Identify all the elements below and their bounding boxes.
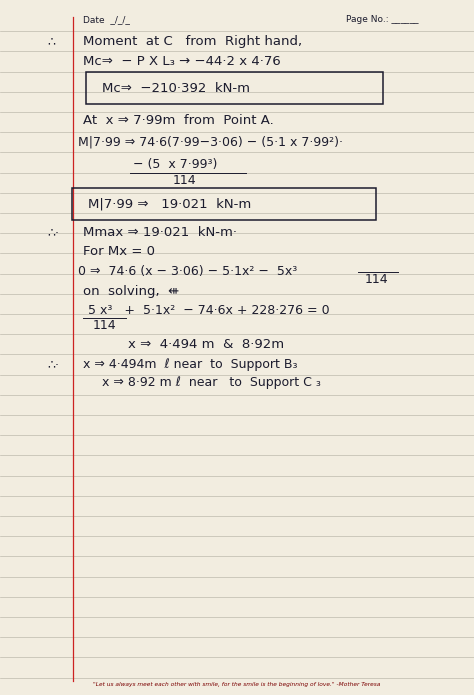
Text: 0 ⇒  74·6 (x − 3·06) − 5·1x² −  5x³: 0 ⇒ 74·6 (x − 3·06) − 5·1x² − 5x³ bbox=[78, 265, 298, 278]
Text: For Mx = 0: For Mx = 0 bbox=[83, 245, 155, 258]
Text: − (5  x 7·99³): − (5 x 7·99³) bbox=[133, 158, 217, 170]
Text: M|7·99 ⇒ 74·6(7·99−3·06) − (5·1 x 7·99²)·: M|7·99 ⇒ 74·6(7·99−3·06) − (5·1 x 7·99²)… bbox=[78, 136, 343, 149]
Text: on  solving,  ⇺: on solving, ⇺ bbox=[83, 285, 179, 297]
Text: Mc⇒  − P X L₃ → −44·2 x 4·76: Mc⇒ − P X L₃ → −44·2 x 4·76 bbox=[83, 55, 281, 67]
Text: ∴·: ∴· bbox=[47, 227, 59, 239]
Text: Mmax ⇒ 19·021  kN-m·: Mmax ⇒ 19·021 kN-m· bbox=[83, 227, 237, 239]
Text: Mc⇒  −210·392  kN-m: Mc⇒ −210·392 kN-m bbox=[102, 82, 250, 95]
Text: 114: 114 bbox=[92, 319, 116, 332]
Text: 114: 114 bbox=[365, 273, 389, 286]
Text: Moment  at C   from  Right hand,: Moment at C from Right hand, bbox=[83, 35, 302, 48]
Text: M|7·99 ⇒   19·021  kN-m: M|7·99 ⇒ 19·021 kN-m bbox=[88, 198, 251, 211]
Text: "Let us always meet each other with smile, for the smile is the beginning of lov: "Let us always meet each other with smil… bbox=[93, 682, 381, 687]
Text: Page No.: ______: Page No.: ______ bbox=[346, 15, 419, 24]
Text: 5 x³   +  5·1x²  − 74·6x + 228·276 = 0: 5 x³ + 5·1x² − 74·6x + 228·276 = 0 bbox=[88, 304, 329, 317]
Text: ∴·: ∴· bbox=[47, 359, 59, 371]
Text: ∴: ∴ bbox=[47, 35, 55, 48]
Text: x ⇒ 8·92 m ℓ  near   to  Support C ₃: x ⇒ 8·92 m ℓ near to Support C ₃ bbox=[102, 376, 321, 389]
Text: Date  _/_/_: Date _/_/_ bbox=[83, 15, 130, 24]
Text: x ⇒ 4·494m  ℓ near  to  Support B₃: x ⇒ 4·494m ℓ near to Support B₃ bbox=[83, 359, 298, 371]
Text: x ⇒  4·494 m  &  8·92m: x ⇒ 4·494 m & 8·92m bbox=[128, 338, 284, 350]
Text: At  x ⇒ 7·99m  from  Point A.: At x ⇒ 7·99m from Point A. bbox=[83, 114, 273, 126]
Text: 114: 114 bbox=[173, 174, 197, 187]
